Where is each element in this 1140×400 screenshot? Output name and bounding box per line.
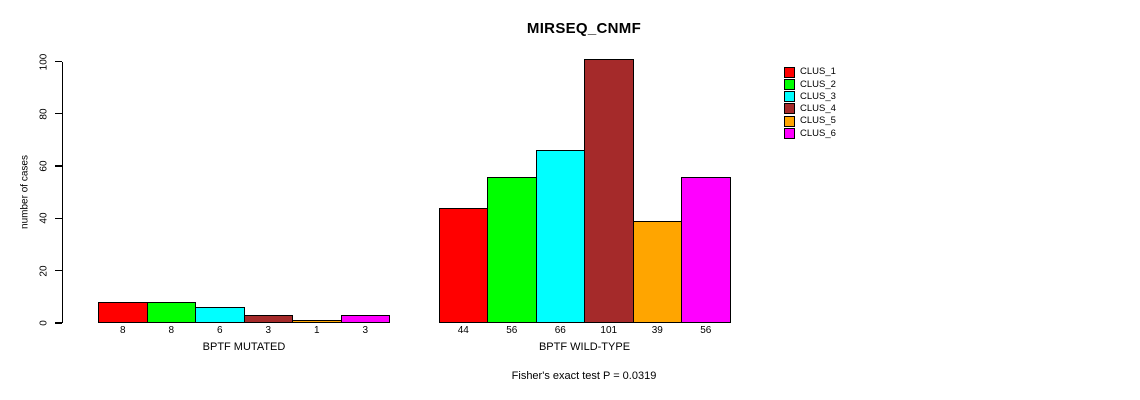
legend-label-clus_3: CLUS_3 — [800, 90, 836, 102]
y-tick-mark — [55, 270, 62, 272]
legend-label-clus_2: CLUS_2 — [800, 78, 836, 90]
bar-value-label: 3 — [362, 325, 369, 336]
bar-clus_5-mutated — [292, 320, 342, 323]
bar-value-label: 101 — [600, 325, 618, 336]
y-tick-label-text: 60 — [38, 160, 49, 172]
legend-item-clus_1: CLUS_1 — [784, 66, 836, 78]
bar-clus_5-wildtype — [632, 221, 682, 323]
legend-swatch-clus_3 — [784, 91, 795, 103]
y-tick-label-text: 40 — [38, 212, 49, 224]
y-tick-mark — [55, 165, 62, 167]
legend-item-clus_3: CLUS_3 — [784, 90, 836, 103]
legend-swatch-clus_5 — [784, 115, 795, 127]
bar-clus_2-mutated — [146, 302, 196, 323]
bar-value-label: 8 — [168, 325, 175, 336]
bar-value-label: 66 — [554, 325, 566, 336]
bar-clus_4-mutated — [243, 315, 293, 323]
y-tick-label-text: 20 — [38, 265, 49, 277]
chart-title: MIRSEQ_CNMF — [526, 20, 642, 37]
y-tick-label-text: 0 — [38, 320, 49, 326]
bar-value-label: 6 — [216, 325, 223, 336]
y-tick-mark — [55, 113, 62, 115]
y-tick-mark — [55, 322, 62, 324]
bar-clus_6-wildtype — [681, 176, 731, 323]
bar-value-label: 56 — [506, 325, 518, 336]
legend-swatch-clus_2 — [784, 78, 795, 90]
footnote-fisher-test: Fisher's exact test P = 0.0319 — [511, 370, 657, 382]
legend-item-clus_5: CLUS_5 — [784, 115, 836, 127]
bar-clus_2-wildtype — [487, 176, 537, 323]
bar-value-label: 56 — [700, 325, 712, 336]
bar-value-label: 8 — [119, 325, 126, 336]
legend-label-clus_4: CLUS_4 — [800, 103, 836, 115]
legend-swatch-clus_1 — [784, 66, 795, 78]
legend-item-clus_4: CLUS_4 — [784, 103, 836, 115]
y-tick-mark — [55, 217, 62, 220]
y-axis-label-text: number of cases — [19, 155, 31, 229]
y-tick-label-text: 80 — [38, 108, 49, 120]
legend-swatch-clus_4 — [784, 103, 795, 115]
bar-clus_4-wildtype — [584, 58, 634, 323]
bar-clus_3-mutated — [195, 307, 245, 323]
y-axis-line — [61, 61, 63, 323]
group-label-bptf-wild-type: BPTF WILD-TYPE — [538, 340, 631, 353]
bar-clus_6-mutated — [340, 315, 390, 323]
legend-item-clus_2: CLUS_2 — [784, 78, 836, 90]
group-label-bptf-mutated: BPTF MUTATED — [202, 340, 286, 353]
legend-swatch-clus_6 — [784, 128, 795, 139]
legend-label-clus_6: CLUS_6 — [800, 127, 836, 139]
bar-value-label: 3 — [265, 325, 272, 336]
bar-value-label: 1 — [313, 325, 320, 336]
legend-label-clus_1: CLUS_1 — [800, 66, 836, 78]
legend-label-clus_5: CLUS_5 — [800, 115, 836, 127]
bar-clus_1-mutated — [98, 302, 148, 323]
bar-value-label: 44 — [457, 325, 469, 336]
bar-value-label: 39 — [651, 325, 663, 336]
bar-clus_3-wildtype — [535, 150, 585, 323]
y-tick-label-text: 100 — [38, 53, 49, 70]
y-tick-mark — [55, 60, 62, 63]
bar-clus_1-wildtype — [438, 207, 488, 323]
legend-item-clus_6: CLUS_6 — [784, 127, 836, 139]
